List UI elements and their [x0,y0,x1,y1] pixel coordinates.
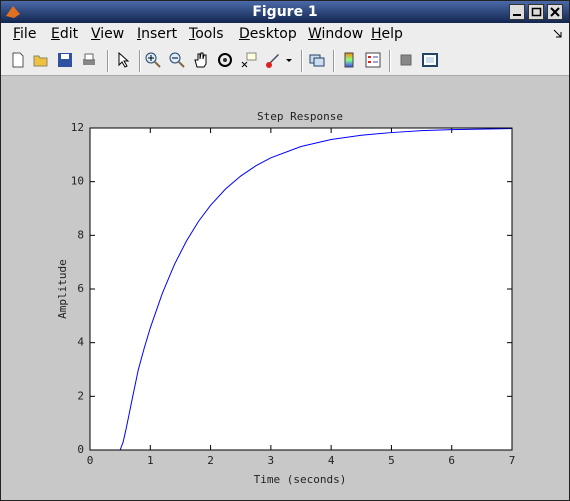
app-icon [6,6,20,18]
menu-item[interactable]: Tools [189,26,224,42]
menu-item[interactable]: View [91,26,125,42]
x-tick-label: 5 [388,454,395,467]
y-tick-label: 10 [71,175,84,188]
legend-icon[interactable] [365,52,381,68]
select-icon[interactable] [115,52,131,68]
separator [389,50,391,72]
x-tick-label: 0 [87,454,94,467]
link-icon[interactable] [309,52,325,68]
chart-title: Step Response [257,110,343,123]
print-icon[interactable] [81,52,97,68]
x-tick-label: 4 [328,454,335,467]
menu-item[interactable]: Edit [51,26,79,42]
separator [107,50,109,72]
colorbar-icon[interactable] [341,52,357,68]
brush-icon[interactable] [265,52,281,68]
x-axis-label: Time (seconds) [254,473,347,486]
y-tick-label: 0 [77,443,84,456]
zoom-out-icon[interactable] [169,52,185,68]
x-tick-label: 7 [509,454,516,467]
window-title: Figure 1 [252,4,318,20]
show-tools-icon[interactable] [422,52,438,68]
separator [333,50,335,72]
new-icon[interactable] [10,52,26,68]
hide-tools-icon[interactable] [398,52,414,68]
y-tick-label: 12 [71,121,84,134]
rotate-icon[interactable] [217,52,233,68]
menu-item[interactable]: File [13,26,37,42]
save-icon[interactable] [57,52,73,68]
menu-item[interactable]: Help [371,26,403,42]
menu-item[interactable]: Desktop [239,26,297,42]
pan-icon[interactable] [193,52,209,68]
brush-dropdown[interactable] [285,52,293,68]
menu-bar: File Edit View Insert Tools Desktop Wind… [1,23,569,45]
y-tick-label: 2 [77,389,84,402]
y-tick-label: 6 [77,282,84,295]
y-tick-label: 8 [77,228,84,241]
dock-arrow[interactable] [553,29,563,39]
menu-item[interactable]: Insert [137,26,178,42]
zoom-in-icon[interactable] [145,52,161,68]
y-axis-label: Amplitude [56,259,69,319]
x-tick-label: 1 [147,454,154,467]
window-controls[interactable] [509,4,565,20]
open-icon[interactable] [33,52,49,68]
title-bar: Figure 1 [1,1,569,23]
x-tick-label: 3 [268,454,275,467]
response-line [90,128,513,451]
data-cursor-icon[interactable] [241,52,257,68]
y-tick-label: 4 [77,336,84,349]
x-tick-label: 2 [207,454,214,467]
separator [301,50,303,72]
toolbar [1,45,569,76]
axes-background [90,128,512,450]
menu-item[interactable]: Window [308,26,364,42]
separator [139,50,141,72]
axes-box [89,127,513,451]
x-tick-label: 6 [448,454,455,467]
